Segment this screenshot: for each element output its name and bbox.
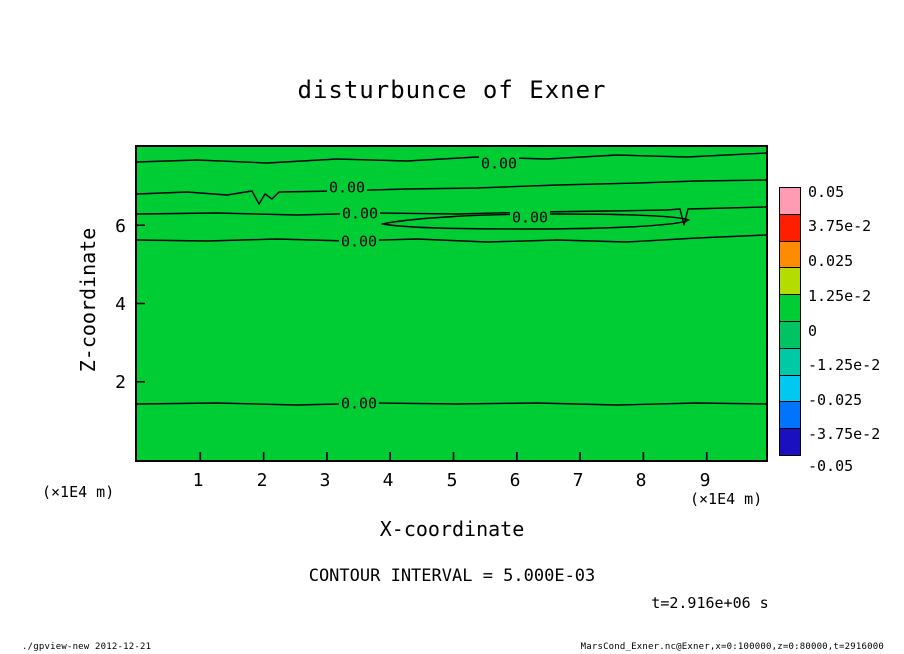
x-tick-label: 8 <box>635 470 647 491</box>
colorbar-tick-label: 0.05 <box>808 183 845 201</box>
colorbar-segment <box>779 374 801 403</box>
command-footer: ./gpview-new 2012-12-21 <box>22 642 152 652</box>
contour-label: 0.00 <box>338 232 380 251</box>
colorbar-segment <box>779 240 801 269</box>
colorbar-segment <box>779 428 801 456</box>
x-tick-label: 5 <box>446 470 458 491</box>
colorbar <box>779 187 801 456</box>
file-footer: MarsCond_Exner.nc@Exner,x=0:100000,z=0:8… <box>580 642 884 652</box>
chart-title: disturbunce of Exner <box>297 76 607 104</box>
axis-tick-marks <box>137 224 708 460</box>
plot-area: 0.00 0.00 0.00 0.00 0.00 0.00 <box>135 145 768 462</box>
contour-label: 0.00 <box>338 394 380 413</box>
contour-interval-label: CONTOUR INTERVAL = 5.000E-03 <box>308 566 596 586</box>
y-tick-label: 6 <box>115 216 126 237</box>
contour-label: 0.00 <box>326 178 368 197</box>
colorbar-segment <box>779 267 801 296</box>
contour-label: 0.00 <box>339 204 381 223</box>
colorbar-tick-label: -0.025 <box>808 391 863 409</box>
colorbar-segment <box>779 401 801 430</box>
colorbar-tick-label: 3.75e-2 <box>808 217 872 235</box>
colorbar-segment <box>779 347 801 376</box>
time-label: t=2.916e+06 s <box>651 594 769 612</box>
contour-label: 0.00 <box>509 208 551 227</box>
y-tick-label: 4 <box>115 294 126 315</box>
x-tick-label: 9 <box>699 470 711 491</box>
x-axis-title: X-coordinate <box>379 517 525 541</box>
colorbar-segment <box>779 320 801 349</box>
contour-label: 0.00 <box>478 154 520 173</box>
colorbar-segment <box>779 213 801 242</box>
x-axis-unit-label: (×1E4 m) <box>690 490 763 508</box>
y-axis-title: Z-coordinate <box>76 227 100 373</box>
colorbar-tick-label: 1.25e-2 <box>808 287 872 305</box>
colorbar-tick-label: -1.25e-2 <box>808 356 881 374</box>
x-tick-label: 1 <box>192 470 204 491</box>
colorbar-tick-label: -0.05 <box>808 457 854 475</box>
z-axis-unit-label: (×1E4 m) <box>42 483 115 501</box>
x-tick-label: 4 <box>382 470 394 491</box>
colorbar-tick-label: 0.025 <box>808 252 854 270</box>
x-tick-label: 3 <box>319 470 331 491</box>
colorbar-segment <box>779 294 801 322</box>
colorbar-tick-label: 0 <box>808 322 818 340</box>
x-tick-label: 7 <box>572 470 584 491</box>
y-tick-label: 2 <box>115 372 126 393</box>
x-tick-label: 6 <box>509 470 521 491</box>
x-tick-label: 2 <box>256 470 268 491</box>
colorbar-tick-label: -3.75e-2 <box>808 425 881 443</box>
contour-lines <box>137 152 766 460</box>
colorbar-segment <box>779 187 801 215</box>
